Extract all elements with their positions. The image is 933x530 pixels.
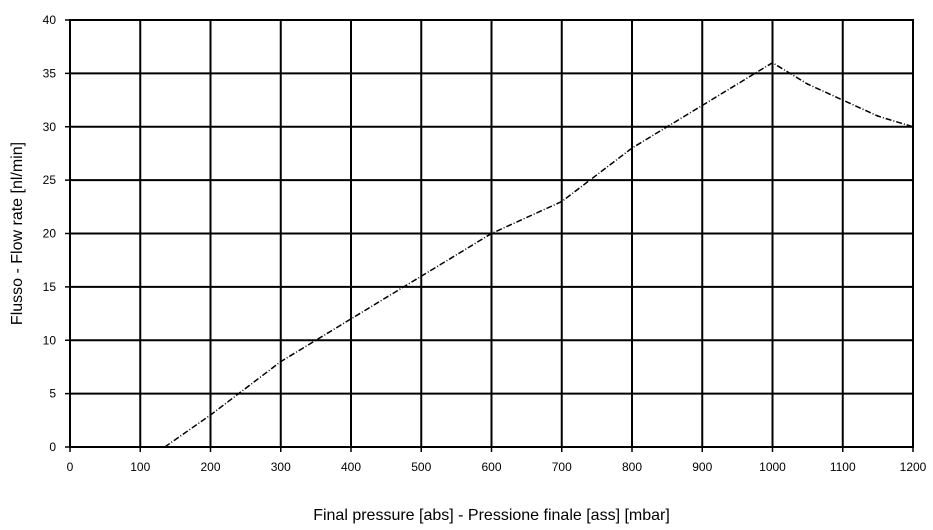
x-tick-label: 100 xyxy=(130,460,150,474)
data-point xyxy=(806,83,809,85)
x-tick-label: 300 xyxy=(271,460,291,474)
y-tick-label: 35 xyxy=(43,66,57,80)
y-tick-label: 5 xyxy=(49,387,56,401)
data-point xyxy=(841,99,844,101)
y-axis-label: Flusso - Flow rate [nl/min] xyxy=(9,142,26,325)
x-tick-label: 1000 xyxy=(759,460,786,474)
series-layer xyxy=(163,61,914,448)
data-point xyxy=(279,360,282,363)
x-tick-label: 800 xyxy=(622,460,642,474)
y-tick-label: 30 xyxy=(43,120,57,134)
y-tick-label: 10 xyxy=(43,333,57,347)
data-point xyxy=(490,232,493,235)
grid xyxy=(70,20,913,447)
x-tick-label: 0 xyxy=(67,460,74,474)
y-tick-label: 20 xyxy=(43,227,57,241)
x-tick-label: 200 xyxy=(200,460,220,474)
x-tick-label: 1200 xyxy=(900,460,927,474)
data-point xyxy=(560,200,563,203)
x-tick-label: 600 xyxy=(481,460,501,474)
y-axis-ticks: 0 5 10 15 20 25 30 35 40 xyxy=(43,13,70,454)
data-point xyxy=(876,115,879,117)
data-point xyxy=(631,147,633,150)
x-axis-label: Final pressure [abs] - Pressione finale … xyxy=(313,507,670,524)
data-point xyxy=(350,318,352,320)
y-tick-label: 0 xyxy=(49,440,56,454)
data-point xyxy=(912,125,914,128)
x-tick-label: 900 xyxy=(692,460,712,474)
x-tick-label: 500 xyxy=(411,460,431,474)
x-tick-label: 700 xyxy=(552,460,572,474)
data-point xyxy=(771,61,774,64)
data-point xyxy=(701,104,704,107)
data-point xyxy=(420,275,423,278)
x-axis-ticks: 0 100 200 300 400 500 600 700 800 900 1000 1100 1200 xyxy=(67,447,927,474)
x-tick-label: 1100 xyxy=(830,460,856,474)
data-point xyxy=(163,446,166,448)
x-tick-label: 400 xyxy=(341,460,361,474)
y-tick-label: 40 xyxy=(43,13,57,27)
y-tick-label: 15 xyxy=(43,280,57,294)
y-tick-label: 25 xyxy=(43,173,57,187)
series-line xyxy=(164,61,914,448)
data-point xyxy=(209,414,212,416)
